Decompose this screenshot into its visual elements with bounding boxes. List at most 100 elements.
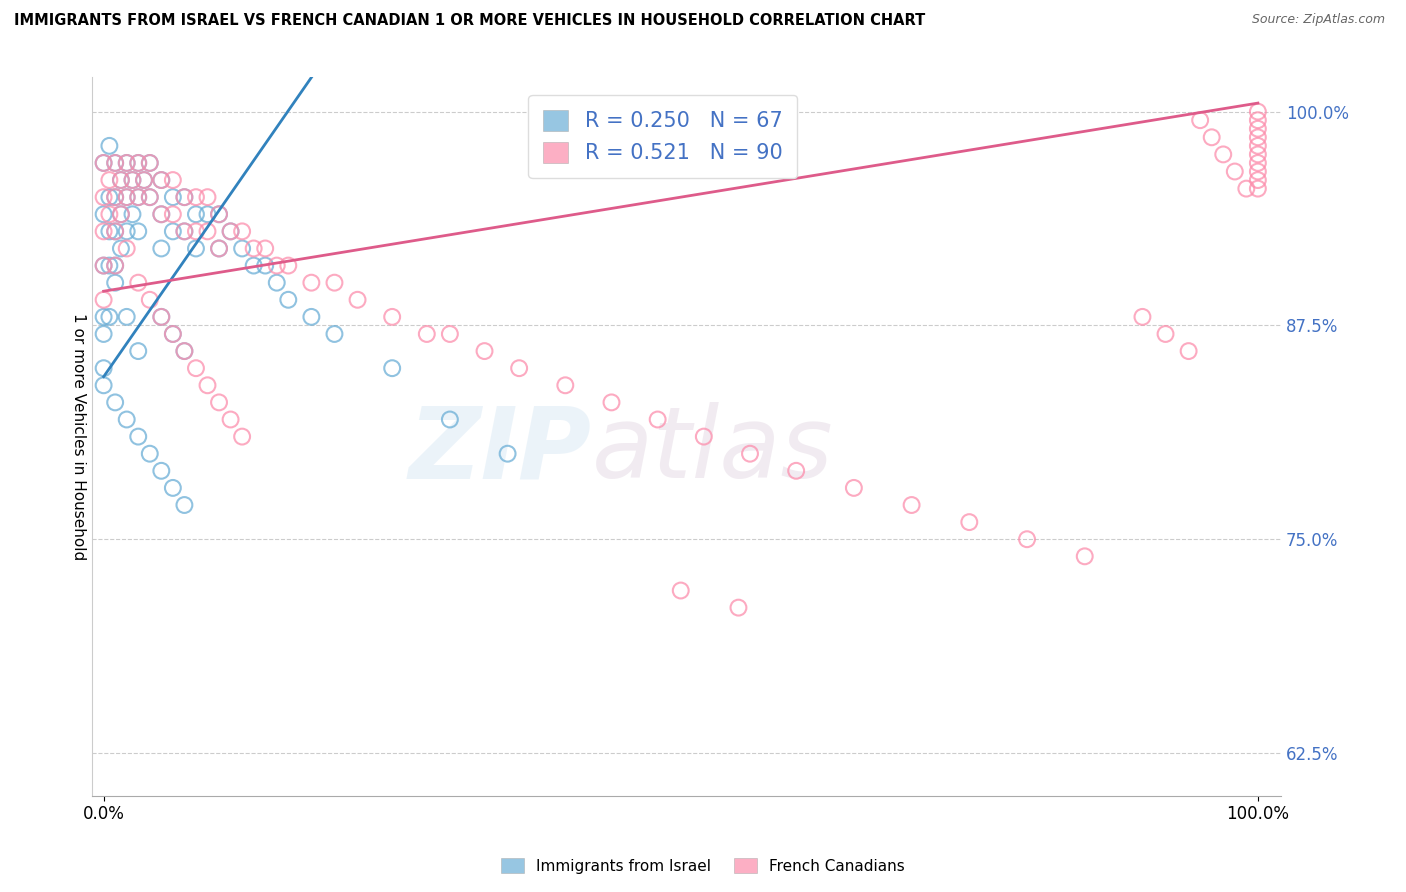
Point [508, 361, 530, 376]
Point [242, 259, 264, 273]
Point [1074, 549, 1097, 564]
Point [416, 326, 439, 341]
Point [1247, 130, 1270, 145]
Point [277, 293, 299, 307]
Point [197, 190, 219, 204]
Point [231, 242, 253, 256]
Point [115, 156, 138, 170]
Point [93, 326, 115, 341]
Point [173, 224, 195, 238]
Point [93, 156, 115, 170]
Point [1247, 147, 1270, 161]
Point [184, 224, 207, 238]
Point [139, 293, 162, 307]
Point [132, 173, 155, 187]
Legend: Immigrants from Israel, French Canadians: Immigrants from Israel, French Canadians [495, 852, 911, 880]
Point [323, 276, 346, 290]
Point [1234, 181, 1257, 195]
Point [299, 276, 322, 290]
Point [1201, 130, 1223, 145]
Point [93, 310, 115, 324]
Point [1223, 164, 1246, 178]
Point [162, 173, 184, 187]
Point [184, 361, 207, 376]
Point [254, 259, 277, 273]
Point [127, 190, 149, 204]
Point [93, 293, 115, 307]
Point [439, 412, 461, 426]
Point [1247, 173, 1270, 187]
Point [104, 259, 127, 273]
Point [173, 344, 195, 359]
Point [162, 190, 184, 204]
Point [242, 242, 264, 256]
Point [115, 412, 138, 426]
Point [266, 276, 288, 290]
Point [115, 224, 138, 238]
Point [1212, 147, 1234, 161]
Text: ZIP: ZIP [408, 402, 592, 500]
Point [98, 190, 121, 204]
Point [93, 207, 115, 221]
Point [150, 207, 173, 221]
Text: Source: ZipAtlas.com: Source: ZipAtlas.com [1251, 13, 1385, 27]
Point [127, 224, 149, 238]
Point [98, 259, 121, 273]
Point [669, 583, 692, 598]
Point [127, 156, 149, 170]
Text: IMMIGRANTS FROM ISRAEL VS FRENCH CANADIAN 1 OR MORE VEHICLES IN HOUSEHOLD CORREL: IMMIGRANTS FROM ISRAEL VS FRENCH CANADIA… [14, 13, 925, 29]
Point [93, 259, 115, 273]
Point [115, 310, 138, 324]
Point [93, 156, 115, 170]
Point [139, 156, 162, 170]
Point [785, 464, 807, 478]
Point [121, 207, 143, 221]
Point [231, 224, 253, 238]
Point [1154, 326, 1177, 341]
Point [277, 259, 299, 273]
Point [139, 156, 162, 170]
Point [693, 429, 716, 443]
Point [197, 224, 219, 238]
Point [150, 310, 173, 324]
Point [162, 326, 184, 341]
Point [150, 173, 173, 187]
Point [115, 156, 138, 170]
Point [98, 224, 121, 238]
Point [381, 310, 404, 324]
Point [600, 395, 623, 409]
Legend: R = 0.250   N = 67, R = 0.521   N = 90: R = 0.250 N = 67, R = 0.521 N = 90 [529, 95, 797, 178]
Point [150, 173, 173, 187]
Point [162, 224, 184, 238]
Point [115, 190, 138, 204]
Point [132, 173, 155, 187]
Point [554, 378, 576, 392]
Y-axis label: 1 or more Vehicles in Household: 1 or more Vehicles in Household [72, 313, 86, 560]
Point [1247, 181, 1270, 195]
Point [93, 224, 115, 238]
Point [127, 276, 149, 290]
Point [110, 207, 132, 221]
Point [323, 326, 346, 341]
Point [900, 498, 922, 512]
Point [381, 361, 404, 376]
Point [104, 224, 127, 238]
Point [93, 361, 115, 376]
Point [184, 242, 207, 256]
Point [139, 190, 162, 204]
Point [110, 207, 132, 221]
Point [173, 498, 195, 512]
Point [842, 481, 865, 495]
Text: atlas: atlas [592, 402, 832, 500]
Point [104, 224, 127, 238]
Point [98, 310, 121, 324]
Point [162, 481, 184, 495]
Point [1247, 164, 1270, 178]
Point [121, 173, 143, 187]
Point [150, 310, 173, 324]
Point [104, 156, 127, 170]
Point [104, 156, 127, 170]
Point [104, 190, 127, 204]
Point [98, 139, 121, 153]
Point [1247, 139, 1270, 153]
